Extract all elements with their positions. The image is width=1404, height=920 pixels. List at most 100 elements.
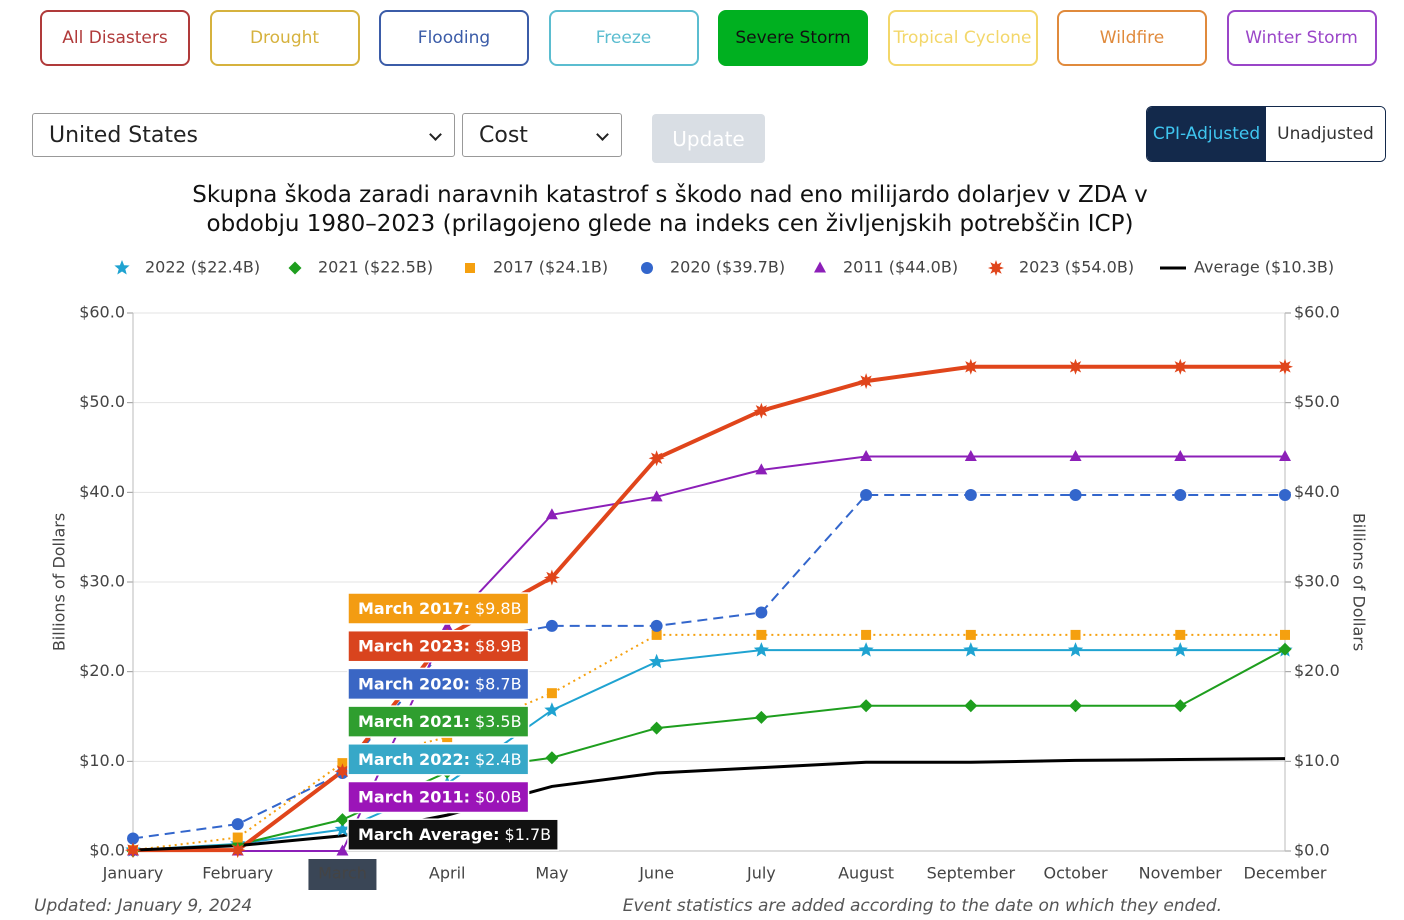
- tooltip-text: March Average: $1.7B: [358, 825, 551, 844]
- x-tick-label: October: [1044, 864, 1108, 883]
- x-tick-label: November: [1139, 864, 1223, 883]
- y2-tick-label: $0.0: [1294, 841, 1330, 860]
- marker: [127, 832, 139, 845]
- y-tick-label: $40.0: [79, 482, 125, 501]
- filter-button[interactable]: Winter Storm: [1226, 10, 1377, 66]
- y-tick-label: $50.0: [79, 392, 125, 411]
- x-tick-label: March: [318, 864, 367, 883]
- marker: [861, 629, 872, 640]
- marker: [1070, 629, 1081, 640]
- tooltip-label: March 2023:: [358, 636, 470, 655]
- marker: [441, 620, 454, 632]
- legend-label: 2017 ($24.1B): [493, 258, 608, 277]
- updated-note: Updated: January 9, 2024: [34, 896, 253, 916]
- metric-select[interactable]: Cost: [462, 113, 622, 157]
- marker: [988, 260, 1004, 276]
- filter-button[interactable]: Wildfire: [1057, 10, 1207, 66]
- tooltip-value: $9.8B: [475, 599, 522, 618]
- marker: [1172, 642, 1188, 657]
- marker: [963, 642, 979, 657]
- marker: [650, 490, 663, 502]
- marker: [755, 463, 768, 475]
- filter-button[interactable]: Severe Storm: [718, 10, 868, 66]
- marker: [545, 508, 558, 520]
- tooltip-item: March 2021: $3.5B: [347, 705, 530, 738]
- tooltip-label: March 2021:: [358, 712, 470, 731]
- marker: [1173, 699, 1187, 713]
- marker: [1280, 629, 1290, 640]
- tooltip-label: March 2020:: [358, 674, 470, 693]
- y-tick-label: $60.0: [79, 303, 125, 322]
- marker: [754, 710, 768, 724]
- filter-button[interactable]: Freeze: [548, 10, 699, 66]
- marker: [1067, 358, 1084, 375]
- filter-button[interactable]: Drought: [209, 10, 360, 66]
- filter-button[interactable]: All Disasters: [40, 10, 190, 66]
- marker: [337, 758, 348, 769]
- y2-tick-label: $50.0: [1294, 392, 1340, 411]
- tooltip-box: [347, 780, 530, 814]
- marker: [964, 489, 977, 502]
- x-tick-label: May: [535, 864, 568, 883]
- chart-title: Skupna škoda zaradi naravnih katastrof s…: [192, 182, 1148, 237]
- tooltip-box: [347, 667, 530, 701]
- marker: [1277, 358, 1293, 375]
- marker: [964, 449, 977, 461]
- x-highlight: [308, 859, 377, 890]
- marker: [964, 699, 978, 713]
- marker: [755, 606, 768, 619]
- series-line: [132, 757, 1286, 852]
- marker: [858, 373, 875, 390]
- marker: [753, 402, 770, 419]
- marker: [753, 642, 769, 657]
- marker: [1069, 449, 1082, 461]
- tooltip-item: March 2017: $9.8B: [347, 592, 530, 625]
- tooltip-value: $0.0B: [475, 787, 522, 806]
- marker: [756, 629, 767, 640]
- tooltip-value: $3.5B: [475, 712, 522, 731]
- update-button[interactable]: Update: [652, 114, 765, 163]
- y-axis-title: Billions of Dollars: [50, 513, 69, 651]
- tooltip-box: [347, 629, 530, 663]
- tooltip-item: March Average: $1.7B: [347, 818, 559, 851]
- marker: [1278, 642, 1292, 656]
- marker: [965, 629, 976, 640]
- marker: [1067, 642, 1084, 657]
- marker: [334, 763, 351, 780]
- unadjusted-button[interactable]: Unadjusted: [1266, 107, 1385, 161]
- tooltip-value: $2.4B: [475, 749, 522, 768]
- x-tick-label: January: [102, 864, 164, 883]
- marker: [232, 832, 243, 843]
- marker: [231, 818, 244, 831]
- y2-axis-title: Billions of Dollars: [1350, 513, 1369, 651]
- filter-button[interactable]: Flooding: [379, 10, 529, 66]
- marker: [288, 261, 302, 275]
- marker: [648, 450, 665, 467]
- x-tick-label: July: [746, 864, 776, 883]
- marker: [334, 821, 351, 836]
- marker: [651, 629, 662, 640]
- marker: [650, 721, 664, 735]
- legend-label: 2023 ($54.0B): [1019, 258, 1134, 277]
- y2-tick-label: $20.0: [1294, 661, 1340, 680]
- marker: [860, 449, 873, 461]
- marker: [335, 813, 349, 827]
- marker: [1279, 489, 1291, 502]
- series-line: [133, 364, 1285, 853]
- y-tick-label: $20.0: [79, 661, 125, 680]
- marker: [1069, 699, 1083, 713]
- marker: [860, 489, 873, 502]
- y2-tick-label: $30.0: [1294, 572, 1340, 591]
- series-line: [132, 648, 1286, 852]
- cpi-adjusted-button[interactable]: CPI-Adjusted: [1147, 107, 1266, 161]
- tooltip-label: March 2022:: [358, 749, 470, 768]
- marker: [641, 262, 653, 274]
- region-select[interactable]: United States: [32, 113, 455, 157]
- tooltip-box: [347, 743, 530, 776]
- tooltip-text: March 2011: $0.0B: [358, 787, 522, 806]
- series-line: [132, 649, 1285, 852]
- filter-button[interactable]: Tropical Cyclone: [887, 10, 1038, 66]
- marker: [546, 688, 557, 699]
- marker: [465, 263, 475, 273]
